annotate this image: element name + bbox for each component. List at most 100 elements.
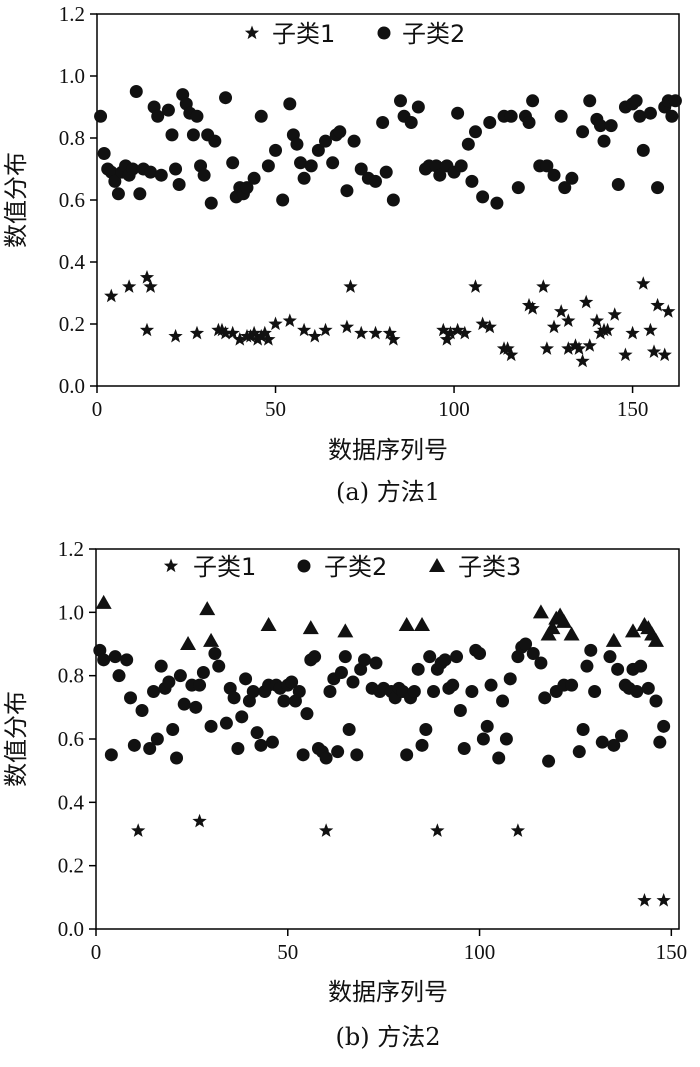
data-point-circle — [154, 659, 168, 673]
axis-ticks: 0 50 100 150 0.0 0.2 0.4 0.6 0.8 1.0 1.2 — [59, 2, 649, 421]
data-point-star — [450, 322, 465, 337]
data-point-star — [214, 322, 230, 337]
data-point-star — [436, 322, 451, 337]
y-tick-label: 1.2 — [59, 2, 85, 26]
data-point-circle — [97, 653, 111, 667]
data-point-circle — [641, 681, 655, 695]
x-axis-title: 数据序列号 — [328, 978, 448, 1006]
data-point-circle — [450, 650, 464, 664]
data-point-circle — [193, 678, 207, 692]
data-point-circle — [457, 742, 471, 755]
data-point-circle — [150, 732, 164, 746]
data-point-star — [104, 288, 119, 303]
data-marks — [93, 594, 671, 907]
data-point-circle — [438, 653, 452, 667]
x-tick-label: 50 — [277, 940, 298, 964]
data-point-circle — [404, 116, 418, 129]
data-point-circle — [595, 735, 609, 749]
legend-marker-star — [244, 25, 260, 40]
data-point-star — [143, 279, 158, 293]
data-point-circle — [407, 685, 421, 698]
data-point-circle — [170, 751, 184, 765]
data-point-star — [131, 823, 146, 837]
x-tick-label: 100 — [464, 940, 496, 964]
data-point-star — [650, 297, 665, 312]
data-point-circle — [165, 128, 179, 142]
data-point-star — [247, 325, 262, 340]
data-point-circle — [340, 184, 354, 198]
legend-label: 子类2 — [402, 20, 465, 48]
y-axis-title: 数值分布 — [2, 152, 30, 248]
data-point-circle — [231, 742, 245, 755]
data-point-circle — [334, 666, 348, 679]
data-point-star — [646, 344, 662, 358]
data-point-star — [636, 276, 651, 290]
data-point-circle — [208, 647, 222, 660]
legend-label: 子类1 — [193, 553, 256, 581]
data-point-circle — [499, 732, 513, 746]
y-tick-label: 1.2 — [58, 537, 84, 561]
data-point-star — [475, 316, 490, 331]
data-point-star — [625, 325, 640, 340]
data-point-circle — [629, 94, 643, 108]
data-point-circle — [108, 174, 122, 188]
data-point-star — [468, 279, 483, 293]
data-point-triangle — [203, 632, 220, 647]
data-point-circle — [346, 675, 360, 689]
data-point-circle — [297, 171, 311, 185]
data-point-circle — [147, 685, 161, 698]
legend-label: 子类2 — [324, 553, 387, 581]
data-point-circle — [292, 685, 306, 698]
data-point-circle — [283, 97, 297, 111]
data-point-circle — [643, 106, 657, 120]
data-point-circle — [576, 723, 590, 736]
y-tick-label: 0.2 — [58, 854, 84, 878]
axis-ticks: 0 50 100 150 0.0 0.2 0.4 0.6 0.8 1.0 1.2 — [58, 537, 687, 964]
x-tick-label: 100 — [438, 397, 470, 421]
data-point-circle — [393, 94, 407, 108]
data-point-circle — [468, 125, 482, 139]
data-point-circle — [540, 159, 554, 173]
data-point-circle — [219, 91, 233, 105]
data-point-circle — [572, 745, 586, 759]
data-point-star — [139, 270, 155, 284]
data-point-circle — [333, 125, 347, 139]
data-point-circle — [369, 656, 383, 670]
data-point-star — [257, 325, 272, 340]
y-tick-label: 0.0 — [58, 917, 84, 941]
data-point-circle — [300, 707, 314, 721]
data-point-star — [168, 328, 183, 343]
data-point-circle — [538, 691, 552, 705]
panel-a-chart: 0 50 100 150 0.0 0.2 0.4 0.6 0.8 1.0 1.2 子类1 子类2 数值… — [2, 2, 682, 506]
data-point-triangle — [647, 632, 664, 647]
y-tick-label: 0.8 — [59, 126, 85, 150]
data-point-circle — [386, 193, 400, 207]
data-point-circle — [177, 697, 191, 711]
data-point-star — [139, 322, 155, 337]
data-point-circle — [226, 156, 240, 170]
data-point-circle — [565, 171, 579, 185]
data-point-circle — [239, 672, 253, 686]
data-point-circle — [247, 171, 261, 185]
data-marks — [94, 85, 682, 368]
legend-marker-circle — [377, 26, 391, 40]
y-tick-label: 0.2 — [59, 312, 85, 336]
data-point-circle — [124, 691, 138, 705]
data-point-circle — [254, 738, 268, 752]
panel-b-chart: 0 50 100 150 0.0 0.2 0.4 0.6 0.8 1.0 1.2 子类1 子类2 子类3… — [2, 537, 687, 1051]
data-point-star — [600, 322, 615, 337]
data-point-star — [250, 332, 265, 346]
legend-marker-triangle — [429, 558, 445, 572]
y-tick-label: 0.4 — [58, 790, 85, 814]
data-point-star — [618, 347, 633, 362]
data-point-circle — [162, 675, 176, 689]
data-point-star — [525, 301, 540, 315]
plot-area-frame — [95, 548, 680, 930]
data-point-circle — [419, 723, 433, 736]
data-point-circle — [235, 710, 249, 724]
data-point-star — [504, 347, 519, 362]
data-point-circle — [108, 650, 122, 664]
data-point-circle — [490, 196, 504, 210]
data-point-circle — [473, 647, 487, 660]
data-point-circle — [154, 168, 168, 182]
